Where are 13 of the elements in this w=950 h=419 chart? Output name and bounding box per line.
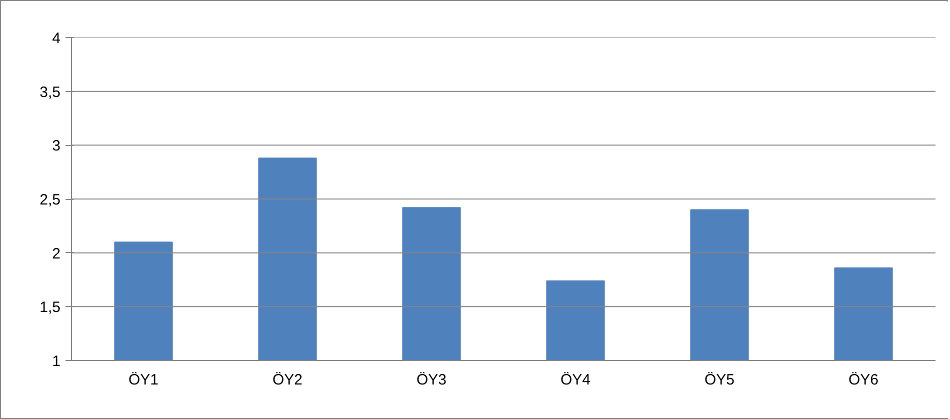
x-tick-label: ÖY5 xyxy=(704,372,735,388)
x-tick-label: ÖY2 xyxy=(272,372,303,388)
y-tick-label: 1 xyxy=(52,353,60,370)
x-tick-label: ÖY6 xyxy=(848,372,879,388)
y-tick-label: 3,5 xyxy=(40,84,61,101)
y-tick-label: 4 xyxy=(52,30,60,47)
y-tick-label: 1,5 xyxy=(40,299,61,316)
y-tick-label: 2,5 xyxy=(40,192,61,208)
y-tick-label: 2 xyxy=(52,245,60,262)
y-tick-label: 3 xyxy=(52,138,60,155)
x-tick-label: ÖY1 xyxy=(128,372,159,388)
x-tick-label: ÖY4 xyxy=(560,372,591,388)
x-tick-label: ÖY3 xyxy=(416,372,447,388)
